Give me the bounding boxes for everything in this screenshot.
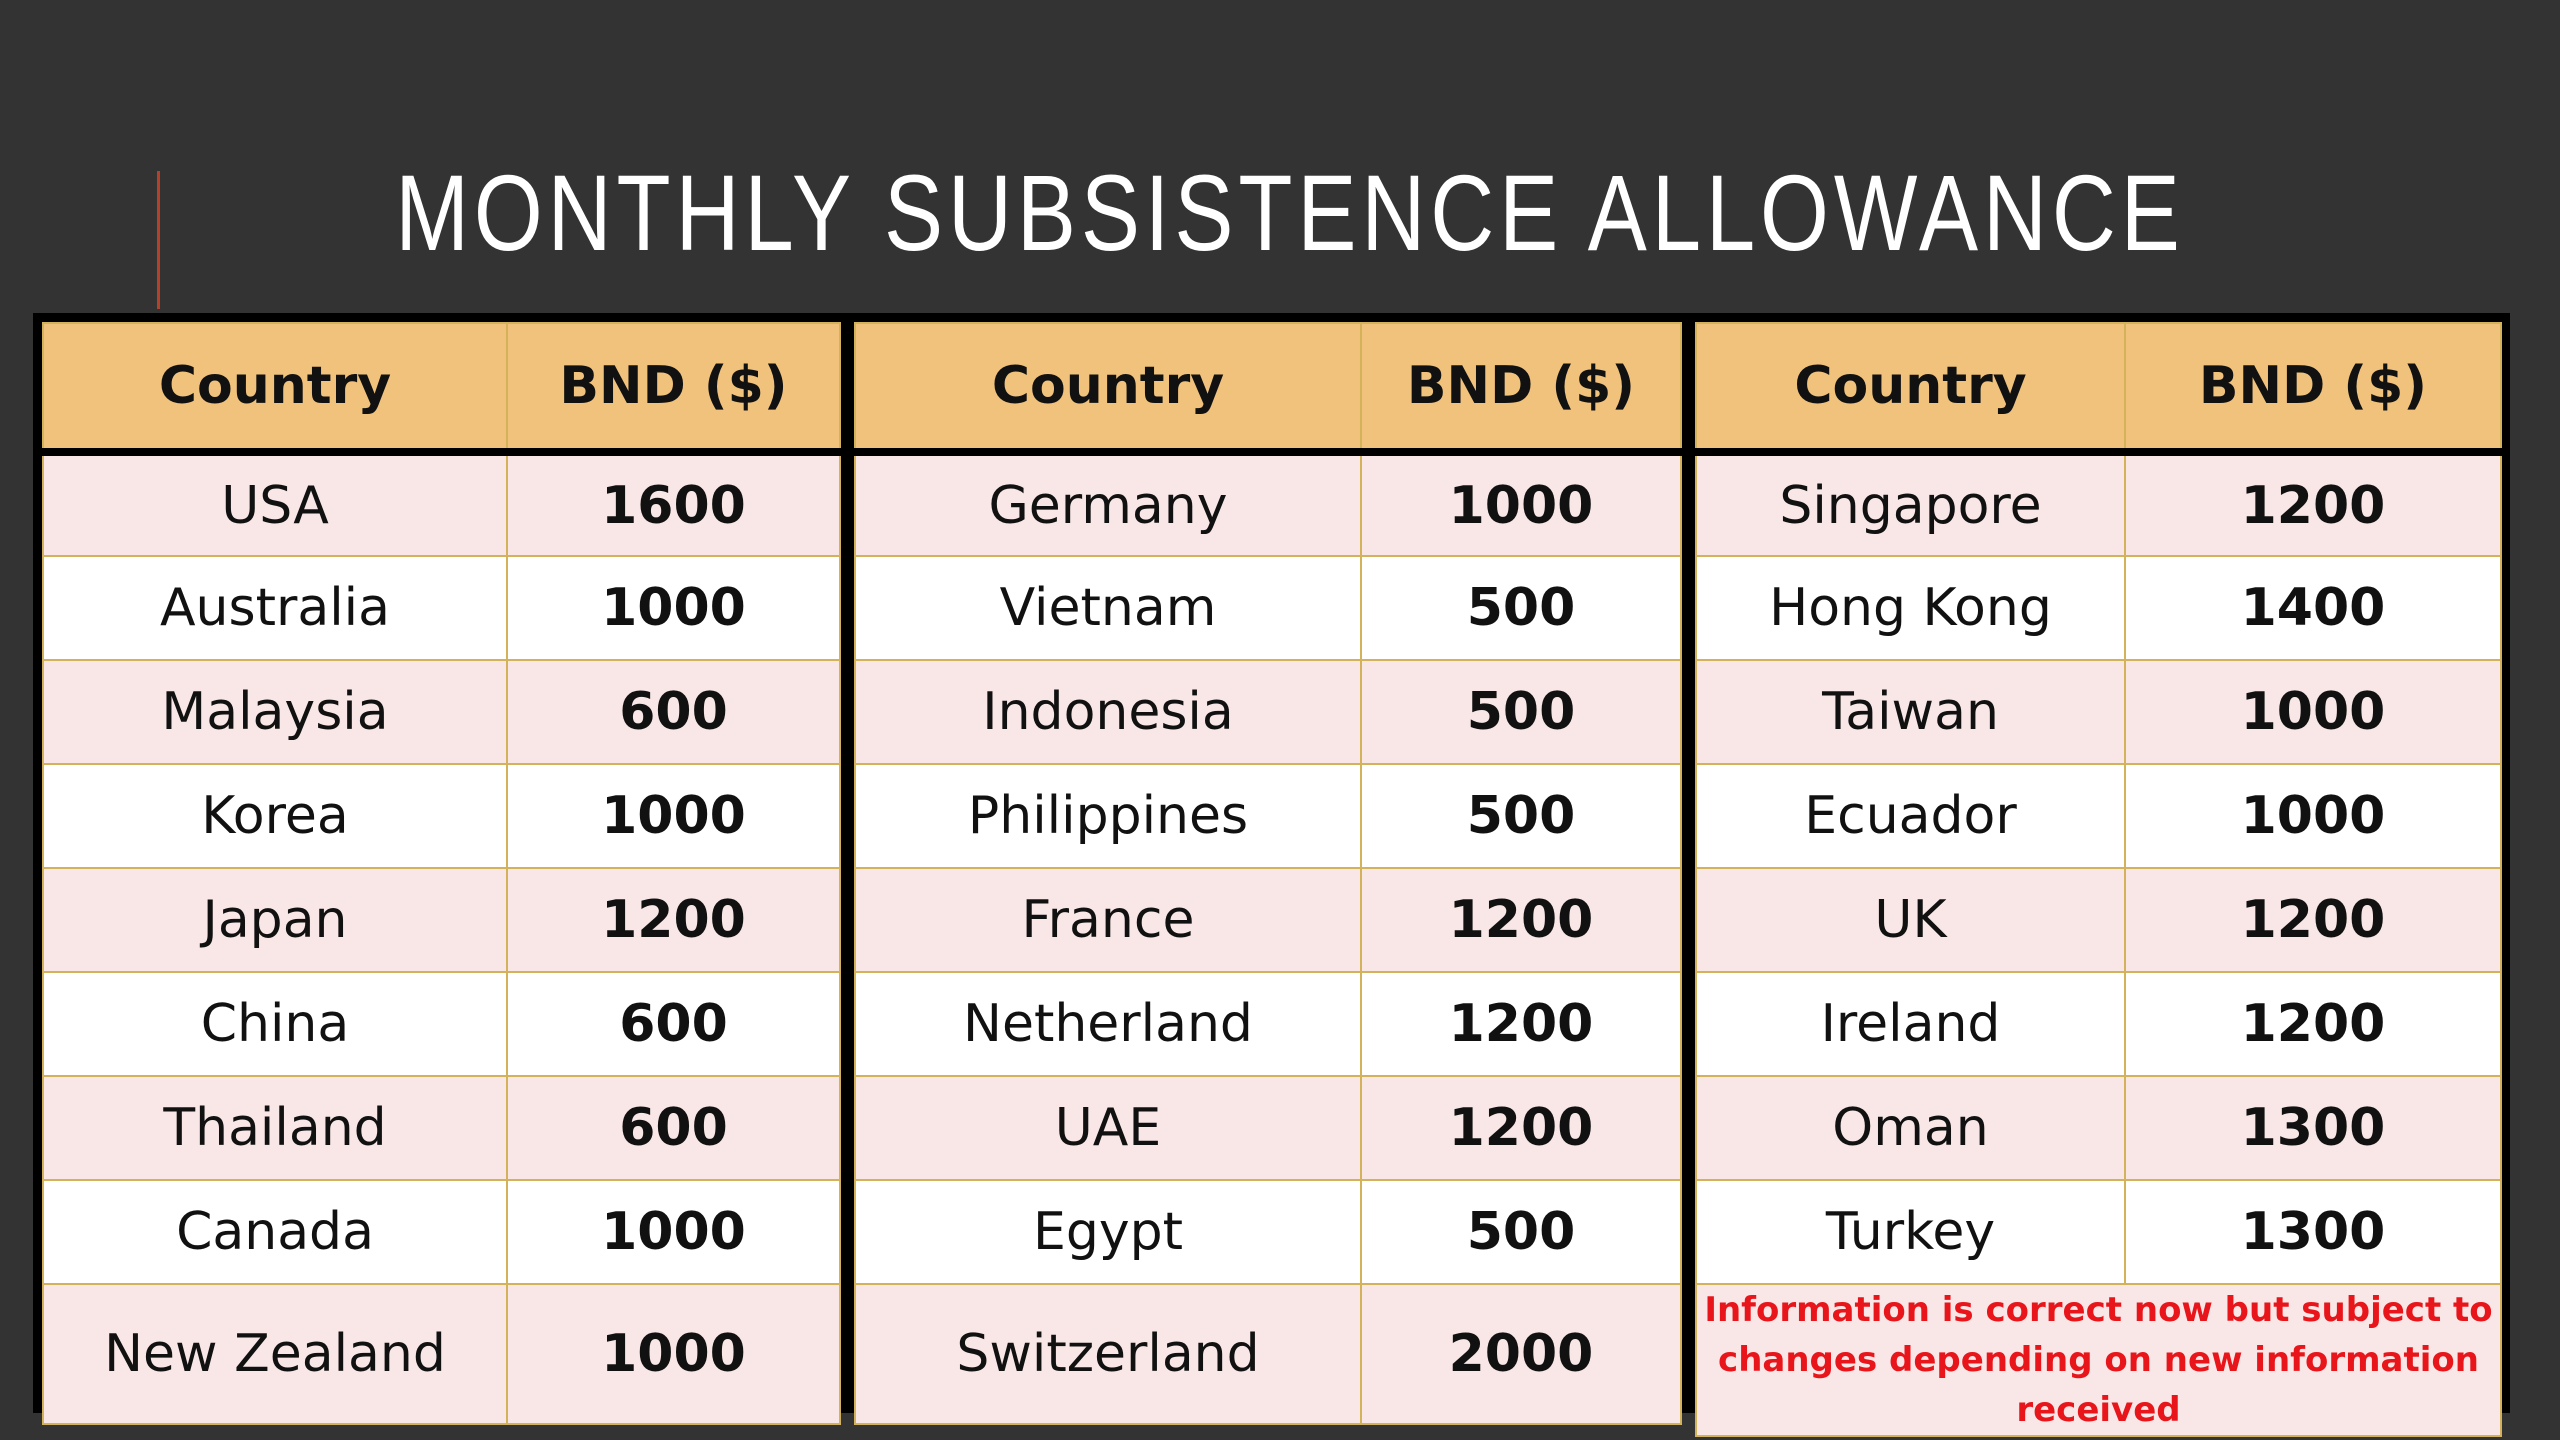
row: Netherland 1200 [854,971,1682,1077]
amount-cell: 600 [506,971,841,1077]
row: France 1200 [854,867,1682,973]
country-cell: Philippines [854,763,1362,869]
amount-cell: 1000 [506,763,841,869]
amount-cell: 1000 [506,1283,841,1425]
row: Germany 1000 [854,451,1682,557]
title: MONTHLY SUBSISTENCE ALLOWANCE [395,152,2185,273]
country-cell: France [854,867,1362,973]
amount-cell: 1200 [506,867,841,973]
amount-cell: 1200 [1360,1075,1682,1181]
amount-cell: 500 [1360,1179,1682,1285]
country-cell: Hong Kong [1695,555,2126,661]
row: Hong Kong 1400 [1695,555,2502,661]
row: Thailand 600 [42,1075,841,1181]
header-cell: Country [854,322,1362,456]
country-cell: Singapore [1695,451,2126,557]
amount-cell: 500 [1360,763,1682,869]
country-cell: Korea [42,763,508,869]
header-cell: BND ($) [2124,322,2502,456]
row: Taiwan 1000 [1695,659,2502,765]
amount-cell: 600 [506,1075,841,1181]
amount-cell: 500 [1360,555,1682,661]
row: Japan 1200 [42,867,841,973]
amount-cell: 1000 [2124,763,2502,869]
country-cell: Switzerland [854,1283,1362,1425]
country-cell: China [42,971,508,1077]
row: Oman 1300 [1695,1075,2502,1181]
country-cell: Egypt [854,1179,1362,1285]
country-cell: Taiwan [1695,659,2126,765]
country-cell: Australia [42,555,508,661]
country-cell: Vietnam [854,555,1362,661]
amount-cell: 1200 [2124,867,2502,973]
row: USA 1600 [42,451,841,557]
country-cell: UK [1695,867,2126,973]
country-cell: USA [42,451,508,557]
row: Korea 1000 [42,763,841,869]
note: Information is correct now but subject t… [1695,1283,2502,1437]
country-cell: Canada [42,1179,508,1285]
amount-cell: 1000 [1360,451,1682,557]
accent-line [157,171,160,309]
header-row: Country BND ($) [854,322,1682,456]
row: Information is correct now but subject t… [1695,1283,2502,1437]
amount-cell: 1200 [2124,971,2502,1077]
amount-cell: 1000 [2124,659,2502,765]
amount-cell: 1000 [506,1179,841,1285]
amount-cell: 2000 [1360,1283,1682,1425]
row: Malaysia 600 [42,659,841,765]
country-cell: Ireland [1695,971,2126,1077]
header-cell: Country [42,322,508,456]
row: Vietnam 500 [854,555,1682,661]
row: UK 1200 [1695,867,2502,973]
row: New Zealand 1000 [42,1283,841,1425]
row: Switzerland 2000 [854,1283,1682,1425]
row: Philippines 500 [854,763,1682,869]
row: Australia 1000 [42,555,841,661]
amount-cell: 1600 [506,451,841,557]
header-cell: BND ($) [506,322,841,456]
row: Indonesia 500 [854,659,1682,765]
amount-cell: 500 [1360,659,1682,765]
country-cell: Germany [854,451,1362,557]
row: Canada 1000 [42,1179,841,1285]
row: Singapore 1200 [1695,451,2502,557]
row: Ireland 1200 [1695,971,2502,1077]
amount-cell: 1200 [1360,971,1682,1077]
country-cell: Malaysia [42,659,508,765]
country-cell: New Zealand [42,1283,508,1425]
amount-cell: 1300 [2124,1179,2502,1285]
country-cell: Turkey [1695,1179,2126,1285]
row: Egypt 500 [854,1179,1682,1285]
amount-cell: 600 [506,659,841,765]
country-cell: Oman [1695,1075,2126,1181]
amount-cell: 1300 [2124,1075,2502,1181]
amount-cell: 1400 [2124,555,2502,661]
country-cell: Netherland [854,971,1362,1077]
header-row: Country BND ($) [42,322,841,456]
amount-cell: 1200 [1360,867,1682,973]
table: Country BND ($) Germany 1000 Vietnam 500 Indon… [854,322,1682,1425]
row: UAE 1200 [854,1075,1682,1181]
country-cell: Ecuador [1695,763,2126,869]
header-row: Country BND ($) [1695,322,2502,456]
amount-cell: 1000 [506,555,841,661]
country-cell: Japan [42,867,508,973]
table: Country BND ($) Singapore 1200 Hong Kong 1400… [1695,322,2502,1437]
country-cell: UAE [854,1075,1362,1181]
tables: Country BND ($) USA 1600 Australia 1000 Malays… [33,313,2510,1437]
row: Turkey 1300 [1695,1179,2502,1285]
row: Ecuador 1000 [1695,763,2502,869]
country-cell: Indonesia [854,659,1362,765]
table: Country BND ($) USA 1600 Australia 1000 Malays… [42,322,841,1425]
row: China 600 [42,971,841,1077]
amount-cell: 1200 [2124,451,2502,557]
header-cell: BND ($) [1360,322,1682,456]
country-cell: Thailand [42,1075,508,1181]
header-cell: Country [1695,322,2126,456]
